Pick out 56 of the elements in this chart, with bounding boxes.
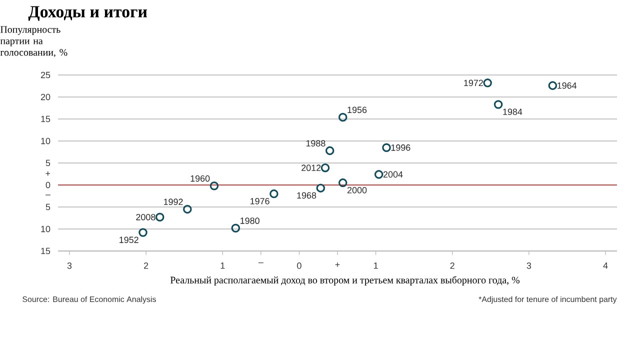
point (325, 146, 334, 156)
annotation: 1956 (348, 106, 367, 114)
point (183, 204, 192, 214)
annotation: 1996 (391, 144, 410, 151)
y-axis-title: Популярность партии на голосовании, % (0, 26, 68, 58)
annotation: 1980 (240, 218, 260, 224)
annotation: 1984 (503, 108, 522, 116)
annotation: 2000 (348, 186, 367, 194)
point (138, 228, 148, 237)
y-tick-label: 10 (41, 138, 50, 144)
y-tick-label: 0 (46, 182, 50, 188)
annotation: 1960 (190, 175, 210, 182)
y-tick-label: 15 (41, 248, 50, 254)
y-tick-label: 25 (40, 72, 50, 78)
y-tick-label: 5 (46, 160, 50, 166)
point (155, 212, 164, 222)
y-tick-label: 15 (41, 116, 50, 122)
y-tick-label: 10 (41, 226, 50, 232)
x-tick-label: 4 (603, 262, 608, 269)
annotation: 2004 (383, 171, 403, 178)
x-tick-label: 3 (67, 262, 72, 269)
point (548, 81, 558, 90)
annotation: 1992 (164, 198, 183, 206)
x-axis-title: Реальный располагаемый доход во втором и третьем кварталах выборного года, % (170, 276, 520, 286)
x-tick-label: + (335, 262, 340, 267)
x-tick-label: 1 (374, 262, 378, 269)
x-tick-label: 3 (526, 262, 532, 269)
point (320, 163, 330, 172)
annotation: 1988 (306, 140, 326, 147)
annotation: 1976 (250, 198, 270, 204)
point (270, 189, 278, 198)
y-tick-label: 5 (46, 204, 50, 210)
chart-title: Доходы и итоги (28, 6, 148, 21)
annotation: 1972 (464, 80, 483, 86)
y-tick-label: + (46, 171, 50, 176)
point (382, 143, 391, 152)
x-tick-label: 2 (144, 262, 148, 269)
point (494, 100, 503, 109)
x-tick-label: 0 (297, 262, 302, 269)
point (338, 112, 348, 122)
point (210, 181, 219, 190)
point (338, 178, 348, 188)
y-tick-label: – (46, 194, 50, 196)
point (483, 78, 492, 88)
x-tick-label: 1 (220, 262, 225, 269)
annotation: 2008 (136, 214, 156, 220)
x-tick-label: – (258, 262, 264, 264)
y-tick-label: 20 (40, 94, 50, 100)
point (374, 170, 384, 179)
annotation: 1964 (558, 82, 577, 89)
annotation: 1968 (297, 192, 316, 199)
x-tick-label: 2 (450, 262, 454, 269)
point (316, 184, 326, 192)
annotation: 1952 (120, 236, 138, 244)
annotation: 2012 (302, 164, 321, 172)
point (231, 224, 240, 233)
